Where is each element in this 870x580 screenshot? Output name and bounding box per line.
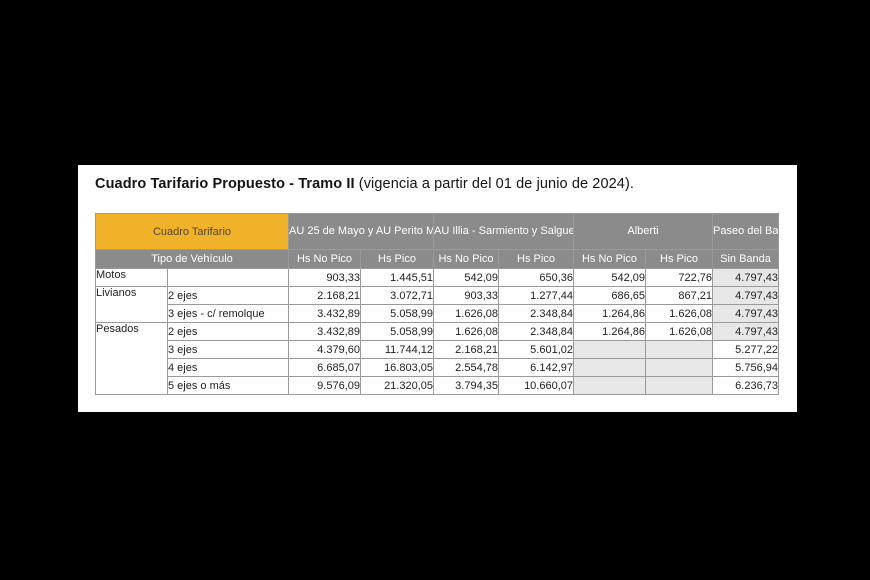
tariff-value-cell: 6.142,97 [498,358,574,377]
tariff-value-cell: 686,65 [573,286,646,305]
subheader-illia-no-pico: Hs No Pico [433,249,499,269]
tariff-value-cell: 16.803,05 [360,358,434,377]
subheader-illia-pico: Hs Pico [498,249,574,269]
tariff-value-cell: 4.797,43 [712,322,779,341]
tariff-value-cell: 4.379,60 [288,340,361,359]
tariff-value-cell: 3.072,71 [360,286,434,305]
subheader-au25-no-pico: Hs No Pico [288,249,361,269]
subheader-alberti-pico: Hs Pico [645,249,713,269]
empty-tariff-cell [573,376,646,395]
tariff-value-cell: 867,21 [645,286,713,305]
subtype-cell: 4 ejes [167,358,289,377]
subtype-cell [167,268,289,287]
table-group-header-row: Cuadro Tarifario AU 25 de Mayo y AU Peri… [95,213,779,250]
table-row-pesados-5ejes: 5 ejes o más 9.576,09 21.320,05 3.794,35… [96,376,779,395]
tariff-value-cell: 1.626,08 [645,304,713,323]
tariff-value-cell: 11.744,12 [360,340,434,359]
subtype-cell: 3 ejes - c/ remolque [167,304,289,323]
table-row-pesados-3ejes: 3 ejes 4.379,60 11.744,12 2.168,21 5.601… [96,340,779,359]
tariff-value-cell: 3.432,89 [288,304,361,323]
tariff-value-cell: 650,36 [498,268,574,287]
empty-tariff-cell [645,358,713,377]
empty-tariff-cell [573,340,646,359]
tariff-value-cell: 1.445,51 [360,268,434,287]
tariff-value-cell: 1.626,08 [433,322,499,341]
tariff-value-cell: 722,76 [645,268,713,287]
tariff-value-cell: 5.058,99 [360,304,434,323]
tariff-value-cell: 1.277,44 [498,286,574,305]
group-header-illia: AU Illia - Sarmiento y Salguero [433,213,574,250]
tariff-value-cell: 4.797,43 [712,268,779,287]
table-row-livianos-3ejes-remolque: 3 ejes - c/ remolque 3.432,89 5.058,99 1… [96,304,779,323]
subheader-sin-banda: Sin Banda [712,249,779,269]
tariff-value-cell: 9.576,09 [288,376,361,395]
empty-tariff-cell [645,340,713,359]
corner-header-cell: Cuadro Tarifario [95,213,289,250]
page-title-validity: (vigencia a partir del 01 de junio de 20… [354,176,635,192]
subheader-au25-pico: Hs Pico [360,249,434,269]
page-title-main: Cuadro Tarifario Propuesto - Tramo II [95,176,355,192]
group-header-alberti: Alberti [573,213,713,250]
tariff-value-cell: 542,09 [573,268,646,287]
tariff-value-cell: 2.348,84 [498,322,574,341]
tariff-value-cell: 3.432,89 [288,322,361,341]
subtype-cell: 3 ejes [167,340,289,359]
tariff-value-cell: 5.277,22 [712,340,779,359]
tariff-value-cell: 903,33 [433,286,499,305]
tariff-value-cell: 6.685,07 [288,358,361,377]
table-row-livianos-2ejes: Livianos 2 ejes 2.168,21 3.072,71 903,33… [95,286,779,323]
tariff-value-cell: 1.264,86 [573,304,646,323]
tariff-value-cell: 1.626,08 [433,304,499,323]
table-subheader-row: Tipo de Vehículo Hs No Pico Hs Pico Hs N… [95,249,779,269]
table-row-pesados-4ejes: 4 ejes 6.685,07 16.803,05 2.554,78 6.142… [96,358,779,377]
tariff-value-cell: 6.236,73 [712,376,779,395]
group-header-paseo-del-bajo: Paseo del Bajo [712,213,779,250]
tariff-value-cell: 5.601,02 [498,340,574,359]
tariff-value-cell: 4.797,43 [712,286,779,305]
tariff-value-cell: 1.264,86 [573,322,646,341]
empty-tariff-cell [573,358,646,377]
subtype-cell: 2 ejes [167,286,289,305]
document-card: Cuadro Tarifario Propuesto - Tramo II (v… [78,165,797,412]
tariff-table: Cuadro Tarifario AU 25 de Mayo y AU Peri… [95,213,779,395]
group-header-au25: AU 25 de Mayo y AU Perito Moreno [288,213,434,250]
tariff-value-cell: 542,09 [433,268,499,287]
subtype-cell: 2 ejes [167,322,289,341]
tariff-value-cell: 21.320,05 [360,376,434,395]
tariff-value-cell: 2.168,21 [288,286,361,305]
tariff-value-cell: 1.626,08 [645,322,713,341]
table-row-pesados-2ejes: Pesados 2 ejes 3.432,89 5.058,99 1.626,0… [95,322,779,395]
subheader-alberti-no-pico: Hs No Pico [573,249,646,269]
tariff-value-cell: 5.756,94 [712,358,779,377]
vehicle-type-header-cell: Tipo de Vehículo [95,249,289,269]
table-row-motos: Motos 903,33 1.445,51 542,09 650,36 542,… [95,268,779,287]
category-cell: Livianos [95,286,168,323]
tariff-value-cell: 3.794,35 [433,376,499,395]
category-cell: Motos [95,268,168,287]
tariff-value-cell: 2.168,21 [433,340,499,359]
empty-tariff-cell [645,376,713,395]
page-title: Cuadro Tarifario Propuesto - Tramo II (v… [95,176,634,192]
tariff-value-cell: 2.554,78 [433,358,499,377]
tariff-value-cell: 10.660,07 [498,376,574,395]
subtype-cell: 5 ejes o más [167,376,289,395]
category-cell: Pesados [95,322,168,395]
tariff-value-cell: 4.797,43 [712,304,779,323]
tariff-value-cell: 2.348,84 [498,304,574,323]
tariff-value-cell: 903,33 [288,268,361,287]
tariff-value-cell: 5.058,99 [360,322,434,341]
